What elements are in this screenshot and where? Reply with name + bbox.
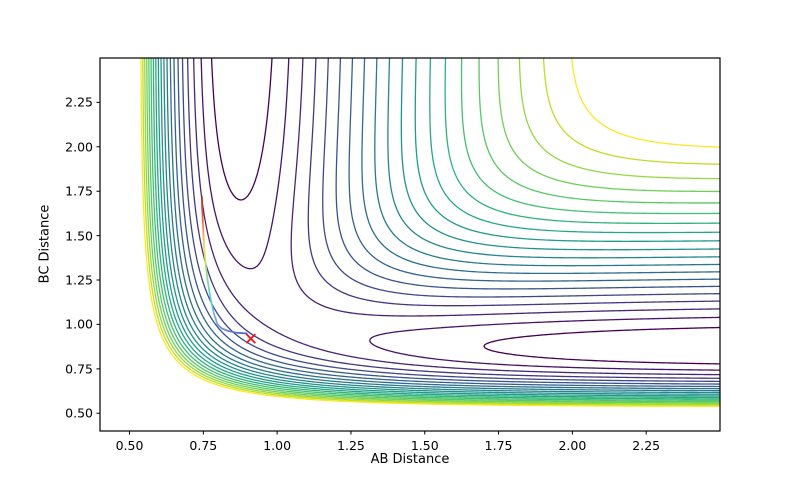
x-tick-label: 1.75 — [484, 438, 513, 453]
x-tick-label: 2.25 — [632, 438, 661, 453]
y-tick-label: 1.75 — [65, 183, 93, 199]
y-tick-label: 1.50 — [65, 228, 93, 244]
y-tick-label: 1.25 — [65, 272, 93, 288]
x-tick-label: 0.75 — [189, 438, 218, 453]
x-tick-label: 1.00 — [263, 438, 292, 453]
x-tick-label: 1.50 — [410, 438, 439, 453]
x-axis-label: AB Distance — [370, 452, 450, 467]
y-tick-label: 2.25 — [65, 94, 93, 110]
y-tick-label: 0.75 — [65, 361, 93, 377]
y-tick-label: 0.50 — [65, 405, 93, 421]
x-tick-label: 1.25 — [337, 438, 365, 453]
x-tick-label: 0.50 — [115, 438, 144, 453]
y-tick-label: 1.00 — [65, 316, 93, 332]
y-tick-label: 2.00 — [65, 139, 93, 155]
x-tick-label: 2.00 — [558, 438, 587, 453]
